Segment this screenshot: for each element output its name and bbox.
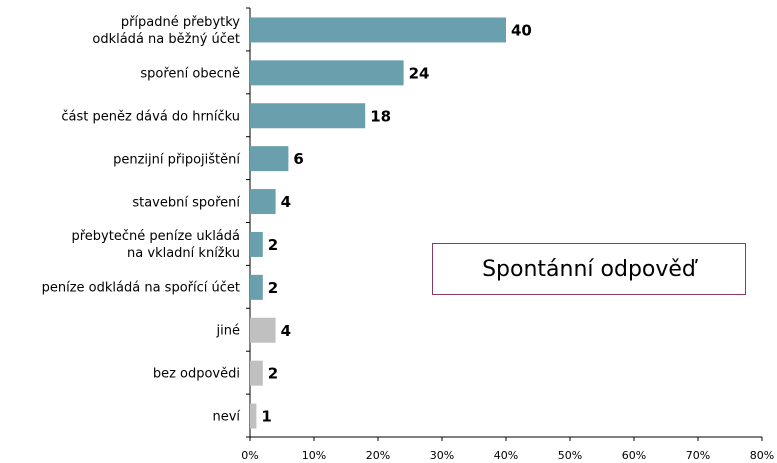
data-label: 1 [261, 408, 271, 426]
bar [250, 189, 276, 215]
data-label: 2 [268, 279, 278, 297]
bar [250, 231, 263, 257]
category-label: stavební spoření [132, 195, 240, 211]
data-label: 2 [268, 236, 278, 254]
bar [250, 60, 404, 86]
bar [250, 360, 263, 386]
bar [250, 17, 506, 43]
x-tick-label: 20% [366, 449, 390, 462]
category-label: jiné [216, 323, 240, 339]
x-tick-label: 30% [430, 449, 454, 462]
category-label: část peněz dává do hrníčku [61, 109, 240, 125]
bar [250, 403, 257, 429]
data-label: 6 [293, 150, 303, 168]
x-tick-label: 60% [622, 449, 646, 462]
category-label: bez odpovědi [152, 366, 240, 382]
category-label: spoření obecně [140, 66, 240, 82]
annotation: Spontánní odpověď [432, 243, 746, 295]
x-tick-label: 10% [302, 449, 326, 462]
data-label: 4 [281, 193, 291, 211]
data-label: 2 [268, 365, 278, 383]
x-tick-label: 0% [241, 449, 258, 462]
category-label: penzijní připojištění [113, 152, 240, 168]
x-tick-label: 80% [750, 449, 774, 462]
x-tick-label: 50% [558, 449, 582, 462]
bar [250, 146, 289, 172]
bar [250, 274, 263, 300]
data-label: 40 [511, 21, 532, 39]
category-label: případné přebytky odkládá na běžný účet [92, 14, 240, 47]
data-label: 4 [281, 322, 291, 340]
data-label: 18 [370, 107, 391, 125]
bar [250, 103, 366, 129]
x-tick-label: 40% [494, 449, 518, 462]
x-tick-label: 70% [686, 449, 710, 462]
category-label: přebytečné peníze ukládá na vkladní kníž… [71, 229, 241, 262]
data-label: 24 [409, 64, 430, 82]
bar [250, 317, 276, 343]
category-label: peníze odkládá na spořící účet [41, 280, 240, 296]
category-label: neví [212, 409, 240, 425]
